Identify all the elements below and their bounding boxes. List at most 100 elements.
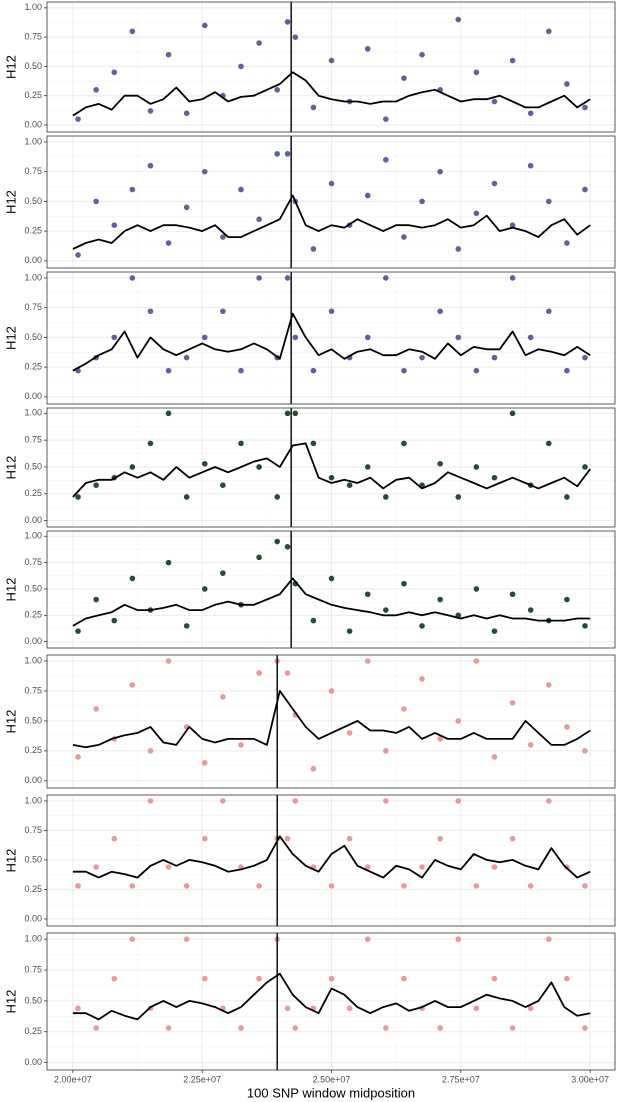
point (201, 760, 208, 766)
point (455, 494, 462, 500)
point (147, 748, 154, 754)
point (147, 162, 154, 169)
point (527, 607, 534, 613)
point (129, 275, 136, 281)
point (545, 198, 552, 205)
point (437, 168, 443, 175)
point (75, 116, 81, 122)
point (75, 252, 81, 258)
y-tick-label: 0.75 (24, 32, 42, 42)
point (328, 688, 335, 694)
point (346, 835, 353, 842)
point (129, 883, 136, 889)
point (328, 180, 335, 187)
point (383, 275, 389, 281)
point (473, 69, 480, 76)
point (111, 334, 118, 341)
point (201, 835, 208, 842)
point (437, 1025, 443, 1031)
point (491, 474, 498, 481)
panel-border (46, 530, 616, 649)
point (401, 883, 407, 889)
point (346, 1005, 353, 1012)
point (527, 162, 534, 169)
point (491, 754, 498, 760)
point (455, 936, 462, 942)
panel: 0.00 0.25 0.50 0.75 1.00 H12 (3, 530, 616, 649)
y-tick-label: 0.00 (24, 775, 42, 785)
y-axis-label: H12 (3, 456, 18, 480)
point (93, 864, 99, 870)
y-tick-label: 0.00 (24, 391, 42, 401)
panel: 0.00 0.25 0.50 0.75 1.00 H12 (3, 654, 616, 789)
point (310, 104, 317, 111)
point (328, 883, 335, 889)
point (129, 682, 136, 688)
panel: 0.00 0.25 0.50 0.75 1.00 H12 (3, 271, 616, 405)
point (364, 658, 371, 664)
point (284, 670, 291, 676)
point (93, 1025, 99, 1031)
point (201, 586, 208, 592)
point (201, 22, 208, 29)
point (183, 354, 190, 361)
point (437, 460, 443, 467)
point (437, 835, 443, 842)
panel-border (46, 135, 616, 269)
point (183, 110, 190, 117)
point (364, 591, 371, 598)
smooth-line (72, 577, 591, 627)
x-axis-label: 100 SNP window midposition (247, 1085, 415, 1100)
y-axis-label: H12 (3, 578, 18, 602)
y-axis-label: H12 (3, 55, 18, 79)
y-tick-label: 0.00 (24, 515, 42, 525)
point (292, 34, 299, 40)
point (238, 186, 244, 193)
point (401, 580, 407, 587)
y-tick-label: 1.00 (24, 272, 42, 282)
point (473, 658, 480, 664)
point (111, 975, 118, 982)
point (183, 883, 190, 889)
point (401, 706, 407, 712)
point (473, 883, 480, 889)
panel-border (46, 654, 616, 789)
point (256, 883, 262, 889)
point (129, 575, 136, 582)
point (238, 1025, 244, 1031)
point (220, 308, 226, 315)
x-tick-label: 2.50e+07 (313, 1074, 351, 1084)
point (284, 1005, 291, 1012)
point (238, 63, 244, 70)
point (292, 334, 299, 341)
point (364, 334, 371, 341)
point (473, 210, 480, 217)
point (75, 1005, 81, 1012)
y-tick-label: 0.25 (24, 884, 42, 894)
point (201, 975, 208, 982)
point (165, 367, 172, 374)
point (582, 748, 588, 754)
y-tick-label: 0.50 (24, 583, 42, 593)
point (93, 482, 99, 488)
point (165, 658, 172, 664)
point (473, 1005, 480, 1012)
y-tick-label: 0.25 (24, 90, 42, 100)
panel-border (46, 794, 616, 927)
point (165, 864, 172, 870)
point (509, 57, 516, 64)
point (201, 168, 208, 175)
y-tick-label: 0.75 (24, 557, 42, 567)
x-tick-label: 3.00e+07 (571, 1074, 609, 1084)
point (419, 198, 425, 205)
y-tick-label: 0.75 (24, 964, 42, 974)
point (437, 596, 443, 603)
point (111, 222, 118, 228)
point (256, 464, 262, 470)
point (292, 410, 299, 417)
point (564, 724, 570, 730)
point (183, 494, 190, 500)
point (582, 623, 588, 629)
point (93, 198, 99, 205)
